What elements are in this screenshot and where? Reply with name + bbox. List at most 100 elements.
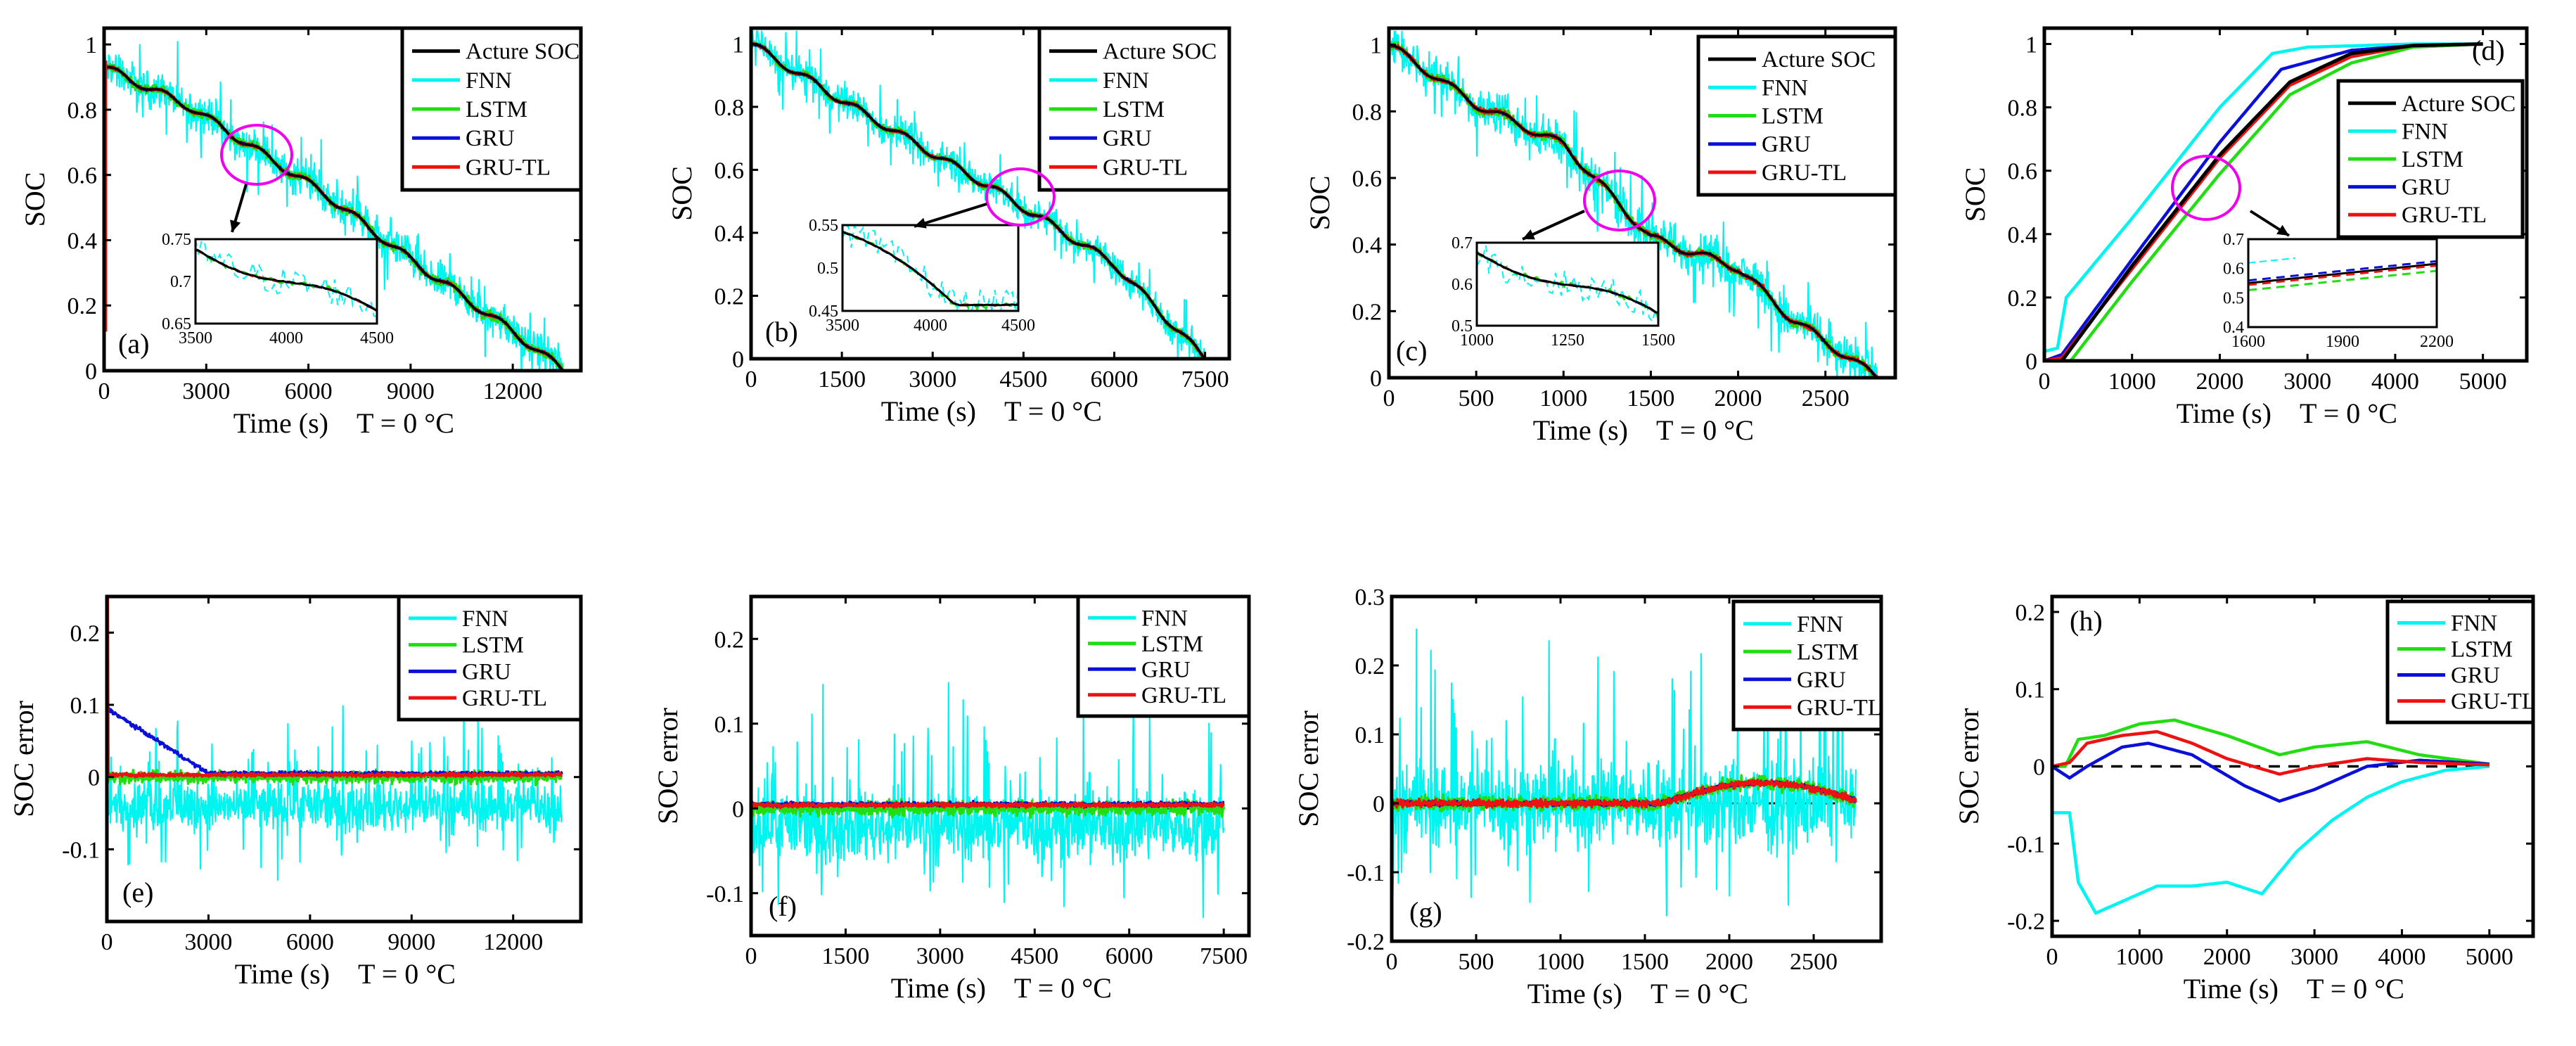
inset-plot	[2248, 257, 2437, 291]
y-tick-label: -0.1	[2007, 831, 2045, 857]
legend-label: GRU	[1103, 126, 1152, 151]
zoom-inset: 3500 4000 4500 0.45 0.5 0.55	[809, 217, 1035, 335]
x-tick-label: 7500	[1200, 943, 1248, 969]
y-tick-label: 0	[732, 347, 744, 373]
x-tick-label: 1500	[818, 366, 866, 393]
panel-e: 0 3000 6000 9000 12000 -0.1 0 0.1 0.2 Time (s) T =…	[8, 594, 583, 990]
y-axis-label: SOC	[1959, 167, 1991, 222]
x-tick-label: 6000	[1106, 943, 1153, 969]
x-axis-label: Time (s)	[233, 407, 328, 439]
panel-b: 0 1500 3000 4500 6000 7500 0 0.2 0.4 0.6 0.8 1 Time …	[666, 26, 1231, 427]
zoom-circle	[1583, 170, 1656, 231]
plot-area	[751, 682, 1225, 919]
y-tick-label: 1	[2025, 32, 2037, 58]
x-axis-label: Time (s)	[235, 958, 330, 990]
temperature-label: T = 0 °C	[1656, 414, 1754, 446]
axes-frame	[2042, 26, 2529, 363]
x-tick-label: 2000	[2196, 369, 2243, 395]
temperature-label: T = 0 °C	[2307, 973, 2404, 1004]
series-lstm	[2052, 718, 2490, 768]
axes-frame	[1387, 26, 1897, 380]
legend-label: Acture SOC	[2402, 91, 2516, 117]
panel-h: 0 1000 2000 3000 4000 5000 -0.2 -0.1 0 0.1 0.2 Time…	[1953, 594, 2536, 1004]
x-tick-label: 0	[2039, 369, 2051, 395]
inset-y-tick-label: 0.5	[1452, 317, 1473, 336]
zoom-arrowhead	[2276, 224, 2289, 236]
y-axis-label: SOC error	[652, 708, 684, 824]
zoom-arrowhead	[914, 217, 927, 229]
legend-label: GRU-TL	[1762, 160, 1847, 186]
x-tick-label: 1500	[1627, 385, 1674, 412]
legend-label: LSTM	[1762, 104, 1824, 129]
x-axis-label: Time (s)	[891, 972, 986, 1004]
inset-series-lstm	[196, 249, 377, 312]
legend-label: GRU	[466, 126, 515, 151]
temperature-label: T = 0 °C	[357, 407, 454, 439]
inset-x-tick-label: 4500	[1001, 317, 1035, 335]
x-tick-label: 0	[98, 378, 110, 404]
zoom-circle	[220, 124, 293, 186]
axes-frame	[102, 26, 583, 373]
series-fnn	[1392, 628, 1857, 917]
inset-frame	[2247, 238, 2438, 329]
x-tick-label: 4000	[2371, 369, 2419, 395]
axes-frame	[749, 594, 1251, 938]
inset-y-tick-label: 0.5	[817, 260, 838, 278]
inset-series-lstm	[2248, 269, 2437, 291]
inset-background	[2247, 238, 2438, 329]
y-tick-label: 0.6	[1352, 166, 1383, 192]
x-axis-label: Time (s)	[2177, 397, 2271, 429]
zoom-inset: 1600 1900 2200 0.4 0.5 0.6 0.7	[2223, 231, 2454, 351]
y-axis-label: SOC	[1304, 176, 1335, 231]
y-tick-label: 0.4	[2008, 222, 2038, 248]
legend-label: LSTM	[1103, 97, 1165, 122]
temperature-label: T = 0 °C	[358, 958, 456, 990]
inset-series-lstm	[1477, 250, 1658, 317]
inset-x-tick-label: 1500	[1641, 331, 1675, 350]
y-tick-label: -0.2	[2007, 909, 2045, 935]
x-tick-label: 3000	[2290, 944, 2338, 970]
x-tick-label: 1000	[1537, 949, 1584, 975]
x-tick-label: 1000	[2108, 369, 2156, 395]
inset-frame	[1475, 241, 1660, 327]
y-axis-label: SOC	[666, 166, 698, 221]
series-gru-tl	[107, 597, 563, 779]
x-tick-label: 2500	[1790, 949, 1838, 975]
series-acture-soc	[104, 65, 565, 371]
temperature-label: T = 0 °C	[1014, 972, 1112, 1004]
legend-label: FNN	[1797, 612, 1843, 637]
series-gru-tl	[1392, 779, 1857, 810]
x-tick-label: 500	[1459, 949, 1494, 975]
legend-label: LSTM	[1141, 632, 1203, 657]
inset-plot	[196, 239, 377, 317]
zoom-arrowhead	[1523, 229, 1535, 240]
panel-label: (d)	[2472, 34, 2505, 66]
zoom-circle	[2171, 155, 2241, 221]
series-fnn	[2052, 765, 2490, 915]
x-tick-label: 3000	[916, 943, 964, 969]
legend-label: GRU-TL	[462, 686, 547, 711]
inset-y-tick-label: 0.7	[2223, 231, 2244, 249]
x-tick-label: 1500	[821, 943, 869, 969]
legend-label: GRU	[462, 659, 511, 684]
inset-y-tick-label: 0.45	[809, 302, 838, 321]
y-tick-label: 0	[1370, 366, 1382, 392]
legend-label: GRU	[2402, 175, 2451, 200]
zoom-arrowhead	[230, 219, 241, 232]
legend-label: FNN	[1103, 68, 1149, 94]
panel-a: 0 3000 6000 9000 12000 0 0.2 0.4 0.6 0.8 1 Time (s)…	[19, 26, 583, 439]
legend-label: GRU-TL	[1103, 155, 1188, 180]
x-tick-label: 1500	[1621, 949, 1669, 975]
legend-label: FNN	[2451, 611, 2497, 637]
y-tick-label: 1	[732, 32, 744, 58]
legend-label: Acture SOC	[466, 39, 579, 65]
x-tick-label: 3000	[182, 378, 230, 404]
x-tick-label: 5000	[2466, 944, 2513, 970]
legend-label: GRU-TL	[1141, 683, 1226, 708]
plot-area	[2044, 42, 2483, 361]
y-tick-label: 0.4	[68, 228, 98, 254]
